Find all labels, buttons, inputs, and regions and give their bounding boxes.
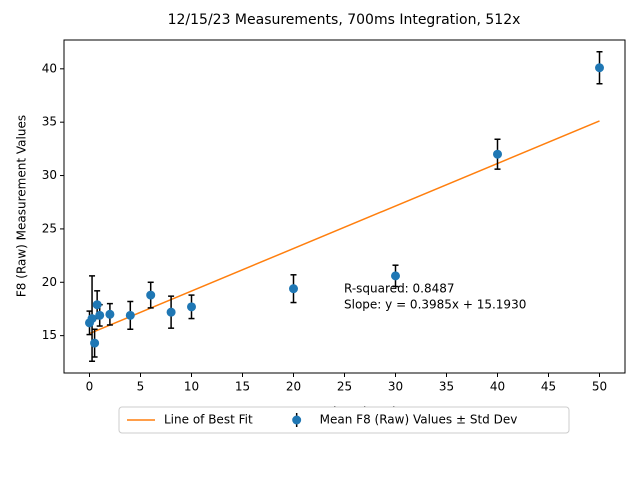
legend-label: Line of Best Fit <box>164 413 253 427</box>
data-point <box>289 284 298 294</box>
plot-frame <box>63 39 626 374</box>
legend-box <box>118 406 570 434</box>
x-tick-label: 5 <box>137 380 145 394</box>
data-point <box>105 309 115 319</box>
data-point <box>595 63 604 73</box>
y-tick-label: 25 <box>42 221 57 235</box>
y-tick-label: 30 <box>42 168 57 182</box>
fit-line <box>89 120 600 335</box>
x-tick-label: 25 <box>337 380 352 394</box>
y-tick-label: 15 <box>42 328 57 342</box>
y-tick-label: 20 <box>42 275 57 289</box>
data-point <box>92 300 102 310</box>
data-point <box>146 290 156 300</box>
data-point <box>493 149 502 159</box>
x-tick-label: 10 <box>184 380 199 394</box>
annotation: Slope: y = 0.3985x + 15.1930 <box>344 298 526 312</box>
data-point <box>125 310 135 320</box>
data-point <box>166 307 176 317</box>
x-tick-label: 15 <box>235 380 250 394</box>
data-point <box>391 271 400 281</box>
y-tick-label: 35 <box>42 115 57 129</box>
x-tick-label: 50 <box>592 380 607 394</box>
x-tick-label: 20 <box>286 380 301 394</box>
annotation: R-squared: 0.8487 <box>344 282 455 296</box>
legend-marker <box>292 415 302 425</box>
chart-title: 12/15/23 Measurements, 700ms Integration… <box>168 12 521 28</box>
x-tick-label: 30 <box>388 380 403 394</box>
x-tick-label: 45 <box>541 380 556 394</box>
x-tick-label: 40 <box>490 380 505 394</box>
data-point <box>87 314 97 324</box>
data-point <box>187 302 196 312</box>
legend-label: Mean F8 (Raw) Values ± Std Dev <box>320 413 518 427</box>
y-axis-label: F8 (Raw) Measurement Values <box>15 115 29 297</box>
data-point <box>90 338 100 348</box>
x-tick-label: 35 <box>439 380 454 394</box>
x-tick-label: 0 <box>86 380 94 394</box>
y-tick-label: 40 <box>42 61 57 75</box>
data-point <box>95 310 105 320</box>
